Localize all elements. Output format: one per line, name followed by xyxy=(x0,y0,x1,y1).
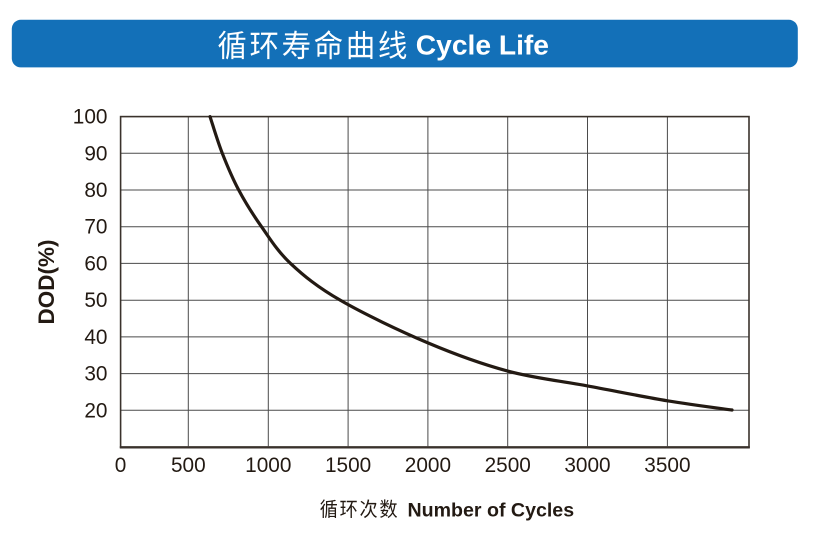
svg-text:80: 80 xyxy=(84,179,107,202)
svg-text:100: 100 xyxy=(73,106,108,129)
svg-text:2500: 2500 xyxy=(485,454,531,477)
svg-text:3000: 3000 xyxy=(564,454,610,477)
svg-text:3500: 3500 xyxy=(644,454,690,477)
svg-text:Number of Cycles: Number of Cycles xyxy=(408,499,575,521)
svg-text:20: 20 xyxy=(84,399,107,422)
svg-text:500: 500 xyxy=(171,454,206,477)
svg-text:50: 50 xyxy=(84,289,107,312)
svg-text:0: 0 xyxy=(115,454,127,477)
svg-text:40: 40 xyxy=(84,326,107,349)
svg-text:60: 60 xyxy=(84,252,107,275)
svg-text:DOD(%): DOD(%) xyxy=(34,240,59,325)
svg-text:1500: 1500 xyxy=(325,454,371,477)
svg-text:2000: 2000 xyxy=(405,454,451,477)
svg-text:1000: 1000 xyxy=(245,454,291,477)
svg-text:30: 30 xyxy=(84,363,107,386)
svg-text:90: 90 xyxy=(84,142,107,165)
svg-text:Cycle Life: Cycle Life xyxy=(416,28,549,60)
svg-text:70: 70 xyxy=(84,216,107,239)
